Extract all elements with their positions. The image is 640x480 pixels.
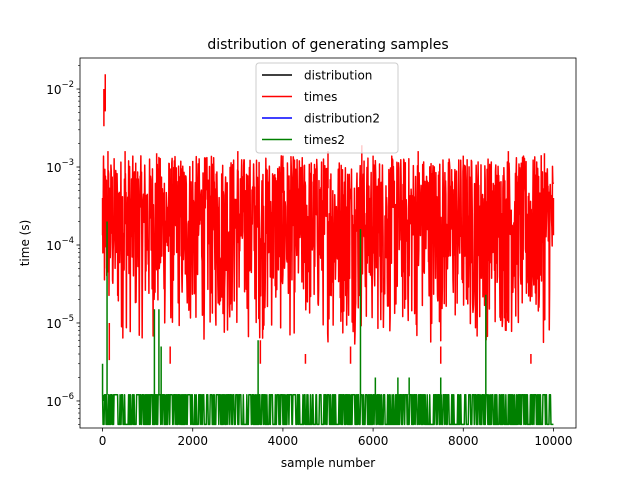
x-tick-label: 6000: [358, 434, 389, 448]
legend-label-times2: times2: [304, 133, 345, 147]
legend-label-times: times: [304, 90, 337, 104]
y-axis: 10−6 10−5 10−4 10−3 10−2: [46, 65, 80, 425]
x-tick-label: 0: [99, 434, 107, 448]
y-tick-label: 10−6: [46, 392, 74, 409]
series-line-times: [101, 74, 555, 364]
x-axis: 0 2000 4000 6000 8000 10000: [99, 428, 573, 448]
legend-label-distribution: distribution: [304, 69, 372, 83]
axes-frame: [79, 57, 577, 429]
y-tick-label: 10−4: [46, 236, 74, 253]
y-tick-label: 10−5: [46, 314, 74, 331]
x-tick-label: 2000: [177, 434, 208, 448]
x-tick-label: 10000: [534, 434, 572, 448]
y-axis-label: time (s): [18, 220, 32, 267]
legend-label-distribution2: distribution2: [304, 112, 380, 126]
legend-box: [255, 62, 399, 154]
x-tick-label: 8000: [448, 434, 479, 448]
x-tick-label: 4000: [268, 434, 299, 448]
y-tick-label: 10−3: [46, 158, 74, 175]
x-axis-label: sample number: [281, 456, 375, 470]
legend: distribution times distribution2 times2: [255, 62, 399, 154]
series-line-times2: [101, 221, 554, 426]
y-tick-label: 10−2: [46, 80, 74, 97]
chart-title: distribution of generating samples: [207, 37, 448, 53]
plot-area: [101, 74, 555, 426]
